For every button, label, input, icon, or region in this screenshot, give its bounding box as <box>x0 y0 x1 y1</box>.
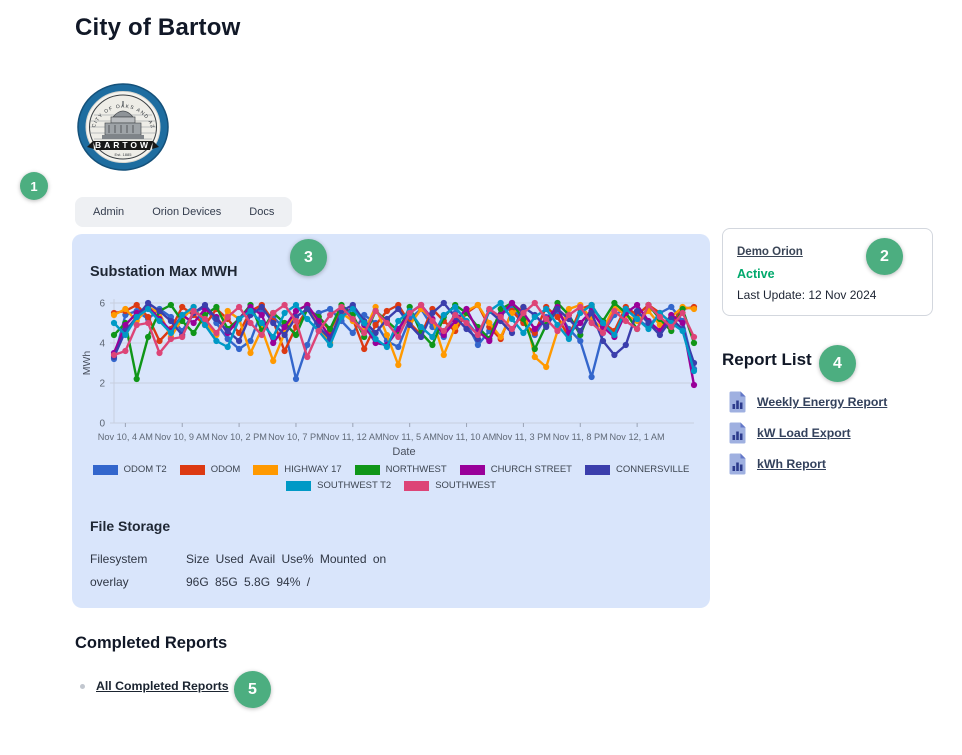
report-row-kwh: kWh Report <box>728 452 826 476</box>
legend-item-connersville: CONNERSVILLE <box>584 464 690 475</box>
legend-swatch-icon <box>92 464 118 475</box>
completed-reports-heading: Completed Reports <box>75 634 228 652</box>
seal-banner-text: BARTOW <box>95 140 151 150</box>
city-seal-logo: CITY OF OAKS AND AZALEAS BARTOW Est. 188… <box>75 79 169 171</box>
kwh-report-link[interactable]: kWh Report <box>757 457 826 471</box>
legend-item-northwest: NORTHWEST <box>354 464 447 475</box>
legend-label: ODOM <box>210 464 241 475</box>
annotation-badge-1: 1 <box>20 172 48 200</box>
svg-text:Nov 11, 3 PM: Nov 11, 3 PM <box>496 432 551 442</box>
dome-building-icon <box>102 101 144 139</box>
svg-text:Nov 10, 9 AM: Nov 10, 9 AM <box>155 432 210 442</box>
legend-row: ODOM T2 ODOM HIGHWAY 17 NORTHWEST CHURCH STR… <box>92 464 690 475</box>
svg-text:6: 6 <box>99 299 105 310</box>
city-seal-image: CITY OF OAKS AND AZALEAS BARTOW Est. 188… <box>75 79 169 171</box>
main-tabbar: Admin Orion Devices Docs <box>75 197 293 227</box>
file-storage-table-row: overlay 96G 85G 5.8G 94% / <box>90 575 310 589</box>
legend-label: CHURCH STREET <box>490 464 572 475</box>
substation-chart[interactable]: 0 2 4 6 Nov 10, 4 AM Nov 10, 9 AM Nov 10, 2 PM… <box>78 292 706 464</box>
legend-label: NORTHWEST <box>385 464 447 475</box>
report-list-heading: Report List <box>722 350 812 369</box>
chart-legend: ODOM T2 ODOM HIGHWAY 17 NORTHWEST CHURCH STR… <box>72 464 710 491</box>
svg-text:4: 4 <box>99 339 105 350</box>
svg-text:Nov 10, 4 AM: Nov 10, 4 AM <box>98 432 153 442</box>
svg-text:Nov 11, 8 PM: Nov 11, 8 PM <box>553 432 608 442</box>
legend-row: SOUTHWEST T2 SOUTHWEST <box>286 480 496 491</box>
completed-reports-item: All Completed Reports <box>80 679 229 693</box>
legend-label: ODOM T2 <box>123 464 167 475</box>
svg-text:Nov 11, 5 AM: Nov 11, 5 AM <box>382 432 436 442</box>
device-last-update: Last Update: 12 Nov 2024 <box>737 288 877 302</box>
chart-title: Substation Max MWH <box>90 264 238 280</box>
fs-header-columns: Size Used Avail Use% Mounted on <box>186 552 387 566</box>
legend-swatch-icon <box>459 464 485 475</box>
demo-orion-link[interactable]: Demo Orion <box>737 246 803 258</box>
svg-text:Nov 10, 7 PM: Nov 10, 7 PM <box>268 432 324 442</box>
annotation-badge-2: 2 <box>866 238 903 275</box>
dashboard-panel: Substation Max MWH 0 2 4 6 Nov 10, 4 AM Nov 1… <box>72 234 710 608</box>
file-storage-table-header: Filesystem Size Used Avail Use% Mounted o… <box>90 552 386 566</box>
page-title: City of Bartow <box>75 14 241 41</box>
fs-header-filesystem: Filesystem <box>90 552 148 566</box>
svg-text:Date: Date <box>392 446 415 458</box>
device-status-badge: Active <box>737 267 775 281</box>
legend-swatch-icon <box>179 464 205 475</box>
report-chart-file-icon <box>729 422 746 444</box>
report-row-kw-load: kW Load Export <box>728 421 851 445</box>
legend-label: SOUTHWEST T2 <box>317 480 392 491</box>
legend-label: SOUTHWEST <box>435 480 496 491</box>
tab-admin[interactable]: Admin <box>93 206 125 218</box>
annotation-badge-4: 4 <box>819 345 856 382</box>
all-completed-reports-link[interactable]: All Completed Reports <box>96 679 229 693</box>
report-row-weekly-energy: Weekly Energy Report <box>728 390 887 414</box>
legend-swatch-icon <box>404 480 430 491</box>
device-status-card: Demo Orion Active Last Update: 12 Nov 20… <box>722 228 933 316</box>
file-storage-heading: File Storage <box>90 518 171 534</box>
svg-text:0: 0 <box>99 419 105 430</box>
annotation-badge-3: 3 <box>290 239 327 276</box>
legend-swatch-icon <box>354 464 380 475</box>
legend-item-odom: ODOM <box>179 464 241 475</box>
legend-label: HIGHWAY 17 <box>284 464 342 475</box>
legend-item-church-street: CHURCH STREET <box>459 464 572 475</box>
legend-swatch-icon <box>584 464 610 475</box>
svg-text:Nov 12, 1 AM: Nov 12, 1 AM <box>610 432 665 442</box>
legend-item-southwest-t2: SOUTHWEST T2 <box>286 480 391 491</box>
svg-text:Nov 11, 12 AM: Nov 11, 12 AM <box>323 432 383 442</box>
fs-row-filesystem: overlay <box>90 575 129 589</box>
legend-item-highway-17: HIGHWAY 17 <box>253 464 342 475</box>
kw-load-export-link[interactable]: kW Load Export <box>757 426 851 440</box>
legend-item-southwest: SOUTHWEST <box>404 480 496 491</box>
report-chart-file-icon <box>729 453 746 475</box>
tab-orion-devices[interactable]: Orion Devices <box>152 206 222 218</box>
legend-swatch-icon <box>253 464 279 475</box>
fs-row-values: 96G 85G 5.8G 94% / <box>186 575 311 589</box>
svg-text:MWh: MWh <box>81 351 93 376</box>
legend-label: CONNERSVILLE <box>615 464 690 475</box>
legend-swatch-icon <box>286 480 312 491</box>
report-chart-file-icon <box>729 391 746 413</box>
svg-text:2: 2 <box>99 379 105 390</box>
svg-text:Est. 1885: Est. 1885 <box>115 152 133 157</box>
annotation-badge-5: 5 <box>234 671 271 708</box>
tab-docs[interactable]: Docs <box>249 206 275 218</box>
legend-item-odom-t2: ODOM T2 <box>92 464 167 475</box>
bullet-icon <box>80 683 85 689</box>
weekly-energy-report-link[interactable]: Weekly Energy Report <box>757 395 888 409</box>
svg-text:Nov 10, 2 PM: Nov 10, 2 PM <box>211 432 267 442</box>
svg-text:Nov 11, 10 AM: Nov 11, 10 AM <box>437 432 497 442</box>
